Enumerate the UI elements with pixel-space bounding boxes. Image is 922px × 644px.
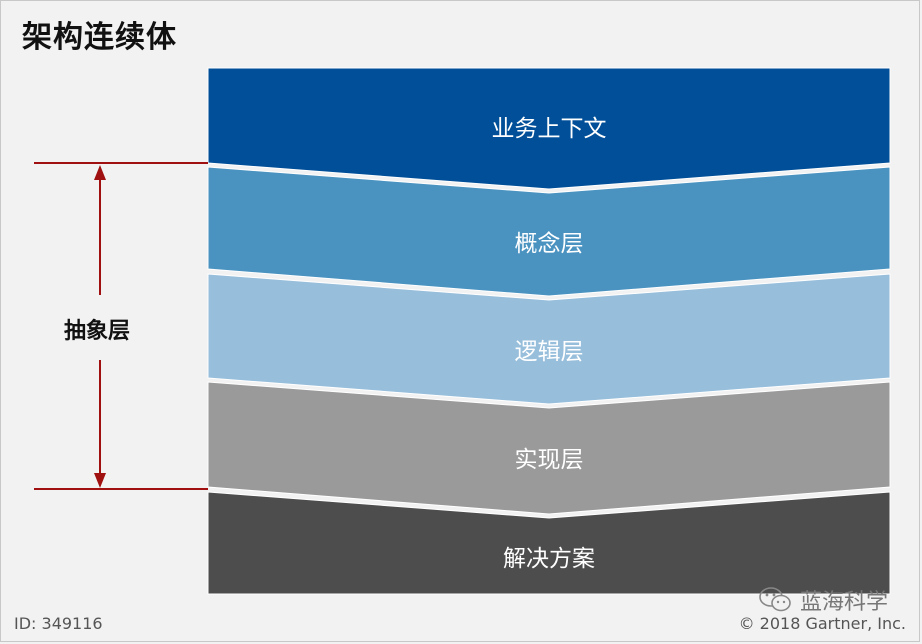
abstraction-label: 抽象层 — [64, 319, 131, 344]
layer-shape — [207, 491, 891, 595]
copyright-text: © 2018 Gartner, Inc. — [738, 614, 906, 633]
layer-label: 概念层 — [515, 231, 584, 257]
abstraction-bracket — [34, 162, 208, 490]
layer-shape — [207, 67, 891, 190]
layer-label: 解决方案 — [503, 546, 595, 572]
watermark-text: 蓝海科学 — [800, 590, 889, 615]
layer-shape — [207, 273, 891, 405]
layer-conceptual: 概念层 — [207, 166, 891, 297]
layer-logical: 逻辑层 — [207, 273, 891, 405]
layer-business-context: 业务上下文 — [207, 67, 891, 190]
layer-label: 实现层 — [515, 447, 584, 473]
arrow-up-icon — [94, 165, 106, 180]
page-title: 架构连续体 — [22, 20, 177, 55]
layer-label: 业务上下文 — [492, 116, 607, 142]
layer-shape — [207, 166, 891, 297]
wechat-icon — [759, 587, 791, 612]
arrow-down-icon — [94, 473, 106, 488]
document-id: ID: 349116 — [14, 614, 103, 633]
layer-implementation: 实现层 — [207, 381, 891, 515]
layer-solution: 解决方案 — [207, 491, 891, 595]
layer-label: 逻辑层 — [515, 339, 584, 365]
layer-shape — [207, 381, 891, 515]
watermark: 蓝海科学 — [758, 584, 888, 616]
